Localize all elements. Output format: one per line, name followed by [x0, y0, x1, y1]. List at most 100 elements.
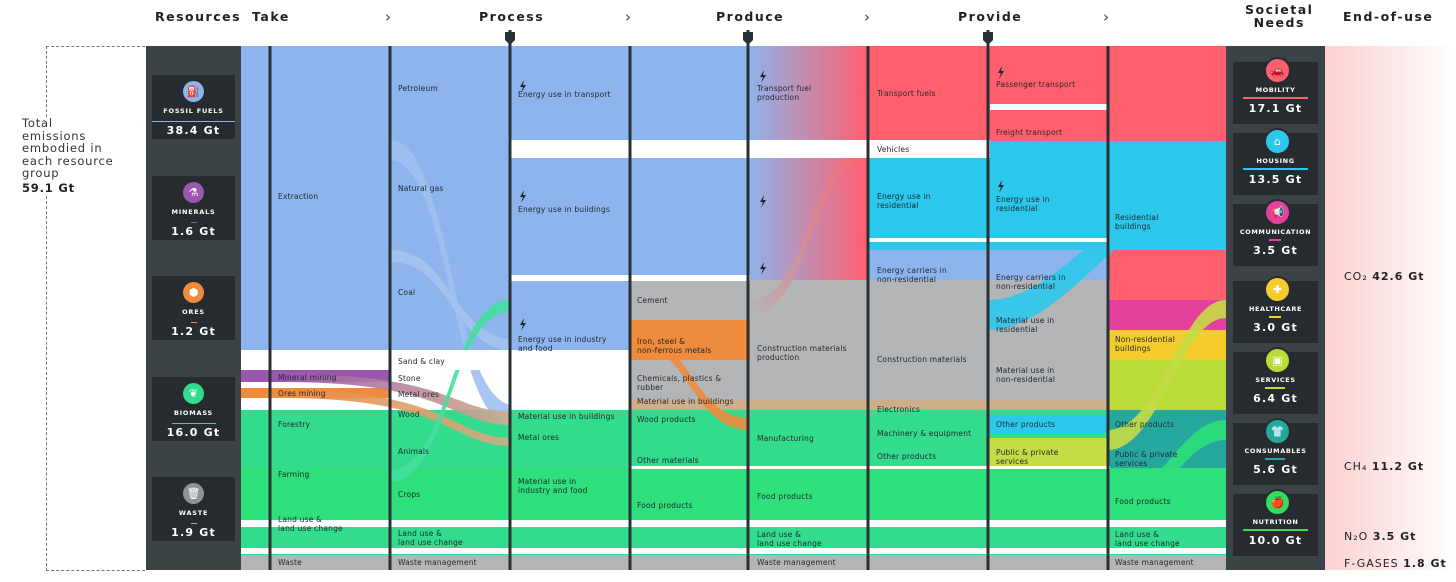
need-value: 13.5 Gt — [1248, 173, 1303, 186]
label-animals: Animals — [398, 447, 430, 456]
label-non-residential-buildings: Non-residential buildings — [1115, 335, 1176, 353]
resource-card-ores[interactable]: ⬢ ORES 1.2 Gt — [152, 276, 235, 340]
ribbon-minerals-buildings — [282, 374, 510, 425]
label-other-materials: Other materials — [637, 456, 699, 465]
resource-value: 16.0 Gt — [166, 426, 221, 439]
need-name: HEALTHCARE — [1248, 305, 1303, 313]
label-material-non-residential: Material use in non-residential — [996, 366, 1056, 384]
need-value: 6.4 Gt — [1253, 392, 1298, 405]
gas-ch4: CH₄ 11.2 Gt — [1344, 460, 1425, 473]
lightning-icon — [520, 190, 526, 203]
lightning-icon — [760, 262, 766, 275]
total-bracket — [46, 196, 145, 571]
label-iron-steel: Iron, steel & non-ferrous metals — [637, 337, 712, 355]
divider — [191, 322, 197, 323]
label-energy-carriers: Energy carriers in non-residential — [877, 266, 947, 284]
label-provide-other-products: Other products — [996, 420, 1056, 429]
car-icon: 🚗 — [1264, 57, 1291, 84]
label-waste: Waste — [278, 558, 302, 567]
label-food-products-3: Food products — [757, 492, 813, 501]
need-name: SERVICES — [1255, 376, 1296, 384]
resource-name: BIOMASS — [173, 409, 214, 417]
need-name: MOBILITY — [1255, 86, 1296, 94]
ribbon-coal-industry — [390, 250, 510, 352]
need-card-communication[interactable]: 📢 COMMUNICATION 3.5 Gt — [1233, 199, 1318, 266]
column-divider — [628, 46, 632, 570]
gap-passenger-freight — [990, 104, 1108, 110]
label-energy-buildings: Energy use in buildings — [518, 205, 611, 214]
chevron-right-icon: › — [864, 8, 870, 26]
band-end-of-use — [1325, 46, 1456, 570]
need-name: CONSUMABLES — [1244, 447, 1307, 455]
label-cement: Cement — [637, 296, 668, 305]
column-divider — [388, 46, 392, 570]
services-icon: ▣ — [1264, 347, 1291, 374]
divider — [191, 222, 197, 223]
header-resources: Resources — [155, 9, 242, 24]
need-name: HOUSING — [1256, 157, 1295, 165]
label-energy-residential: Energy use in residential — [877, 192, 931, 210]
lightning-icon — [998, 180, 1004, 193]
resource-card-fossil-fuels[interactable]: ⛽ FOSSIL FUELS 38.4 Gt — [152, 75, 235, 139]
label-wood: Wood — [398, 410, 420, 419]
label-col8-other-products: Other products — [1115, 420, 1175, 429]
label-material-residential: Material use in residential — [996, 316, 1055, 334]
divider — [191, 523, 197, 524]
fuel-icon: ⛽ — [183, 81, 204, 102]
gas-n2o: N₂O 3.5 Gt — [1344, 530, 1417, 543]
resource-card-waste[interactable]: 🗑 WASTE 1.9 Gt — [152, 477, 235, 541]
label-natural-gas: Natural gas — [398, 184, 444, 193]
bin-icon: 🗑 — [183, 483, 204, 504]
label-electronics: Electronics — [877, 405, 921, 414]
column-divider — [268, 46, 272, 570]
label-manufacturing: Manufacturing — [757, 434, 814, 443]
need-card-housing[interactable]: ⌂ HOUSING 13.5 Gt — [1233, 128, 1318, 195]
label-metal-ores: Metal ores — [398, 390, 440, 399]
chevron-right-icon: › — [385, 8, 391, 26]
divider — [172, 423, 216, 424]
ribbon-iron-manufacturing — [630, 330, 750, 430]
ribbon-services — [1108, 300, 1226, 450]
label-public-private: Public & private services — [996, 448, 1059, 466]
label-land-use: Land use & land use change — [398, 529, 463, 547]
gap-manuf-food — [630, 466, 1110, 469]
label-food-products: Food products — [637, 501, 693, 510]
label-land-use: Land use & land use change — [1115, 530, 1180, 548]
divider — [1243, 168, 1308, 170]
lightning-icon — [998, 66, 1004, 79]
gap-land-waste — [241, 548, 1226, 554]
label-forestry: Forestry — [278, 420, 311, 429]
label-process-metal-ores: Metal ores — [518, 433, 560, 442]
band-healthcare — [1108, 330, 1226, 360]
health-icon: ✚ — [1264, 276, 1291, 303]
label-other-products: Other products — [877, 452, 937, 461]
need-card-consumables[interactable]: 👕 CONSUMABLES 5.6 Gt — [1233, 418, 1318, 485]
need-card-nutrition[interactable]: 🍎 NUTRITION 10.0 Gt — [1233, 489, 1318, 556]
band-fuel-gradient — [748, 46, 868, 306]
label-extraction: Extraction — [278, 192, 319, 201]
label-energy-transport: Energy use in transport — [518, 90, 611, 99]
header-process: Process — [479, 9, 545, 24]
column-divider — [986, 46, 990, 570]
band-waste — [241, 555, 1226, 570]
label-waste-management: Waste management — [757, 558, 836, 567]
gap-transport-buildings — [510, 140, 990, 158]
need-card-healthcare[interactable]: ✚ HEALTHCARE 3.0 Gt — [1233, 276, 1318, 343]
resource-name: FOSSIL FUELS — [163, 107, 224, 115]
divider — [152, 121, 235, 122]
label-transport-fuel-production: Transport fuel production — [757, 84, 812, 102]
resource-card-biomass[interactable]: ❦ BIOMASS 16.0 Gt — [152, 377, 235, 441]
need-name: NUTRITION — [1252, 518, 1299, 526]
resource-card-minerals[interactable]: ⚗ MINERALS 1.6 Gt — [152, 176, 235, 240]
label-col8-public-private: Public & private services — [1115, 450, 1178, 468]
need-card-mobility[interactable]: 🚗 MOBILITY 17.1 Gt — [1233, 57, 1318, 124]
header-take: Take — [252, 9, 290, 24]
column-pin-head — [743, 32, 753, 45]
header-produce: Produce — [716, 9, 785, 24]
label-freight-transport: Freight transport — [996, 128, 1063, 137]
label-provide-energy-carriers: Energy carriers in non-residential — [996, 273, 1066, 291]
column-divider — [746, 46, 750, 570]
label-mineral-mining: Mineral mining — [278, 373, 337, 382]
need-card-services[interactable]: ▣ SERVICES 6.4 Gt — [1233, 347, 1318, 414]
